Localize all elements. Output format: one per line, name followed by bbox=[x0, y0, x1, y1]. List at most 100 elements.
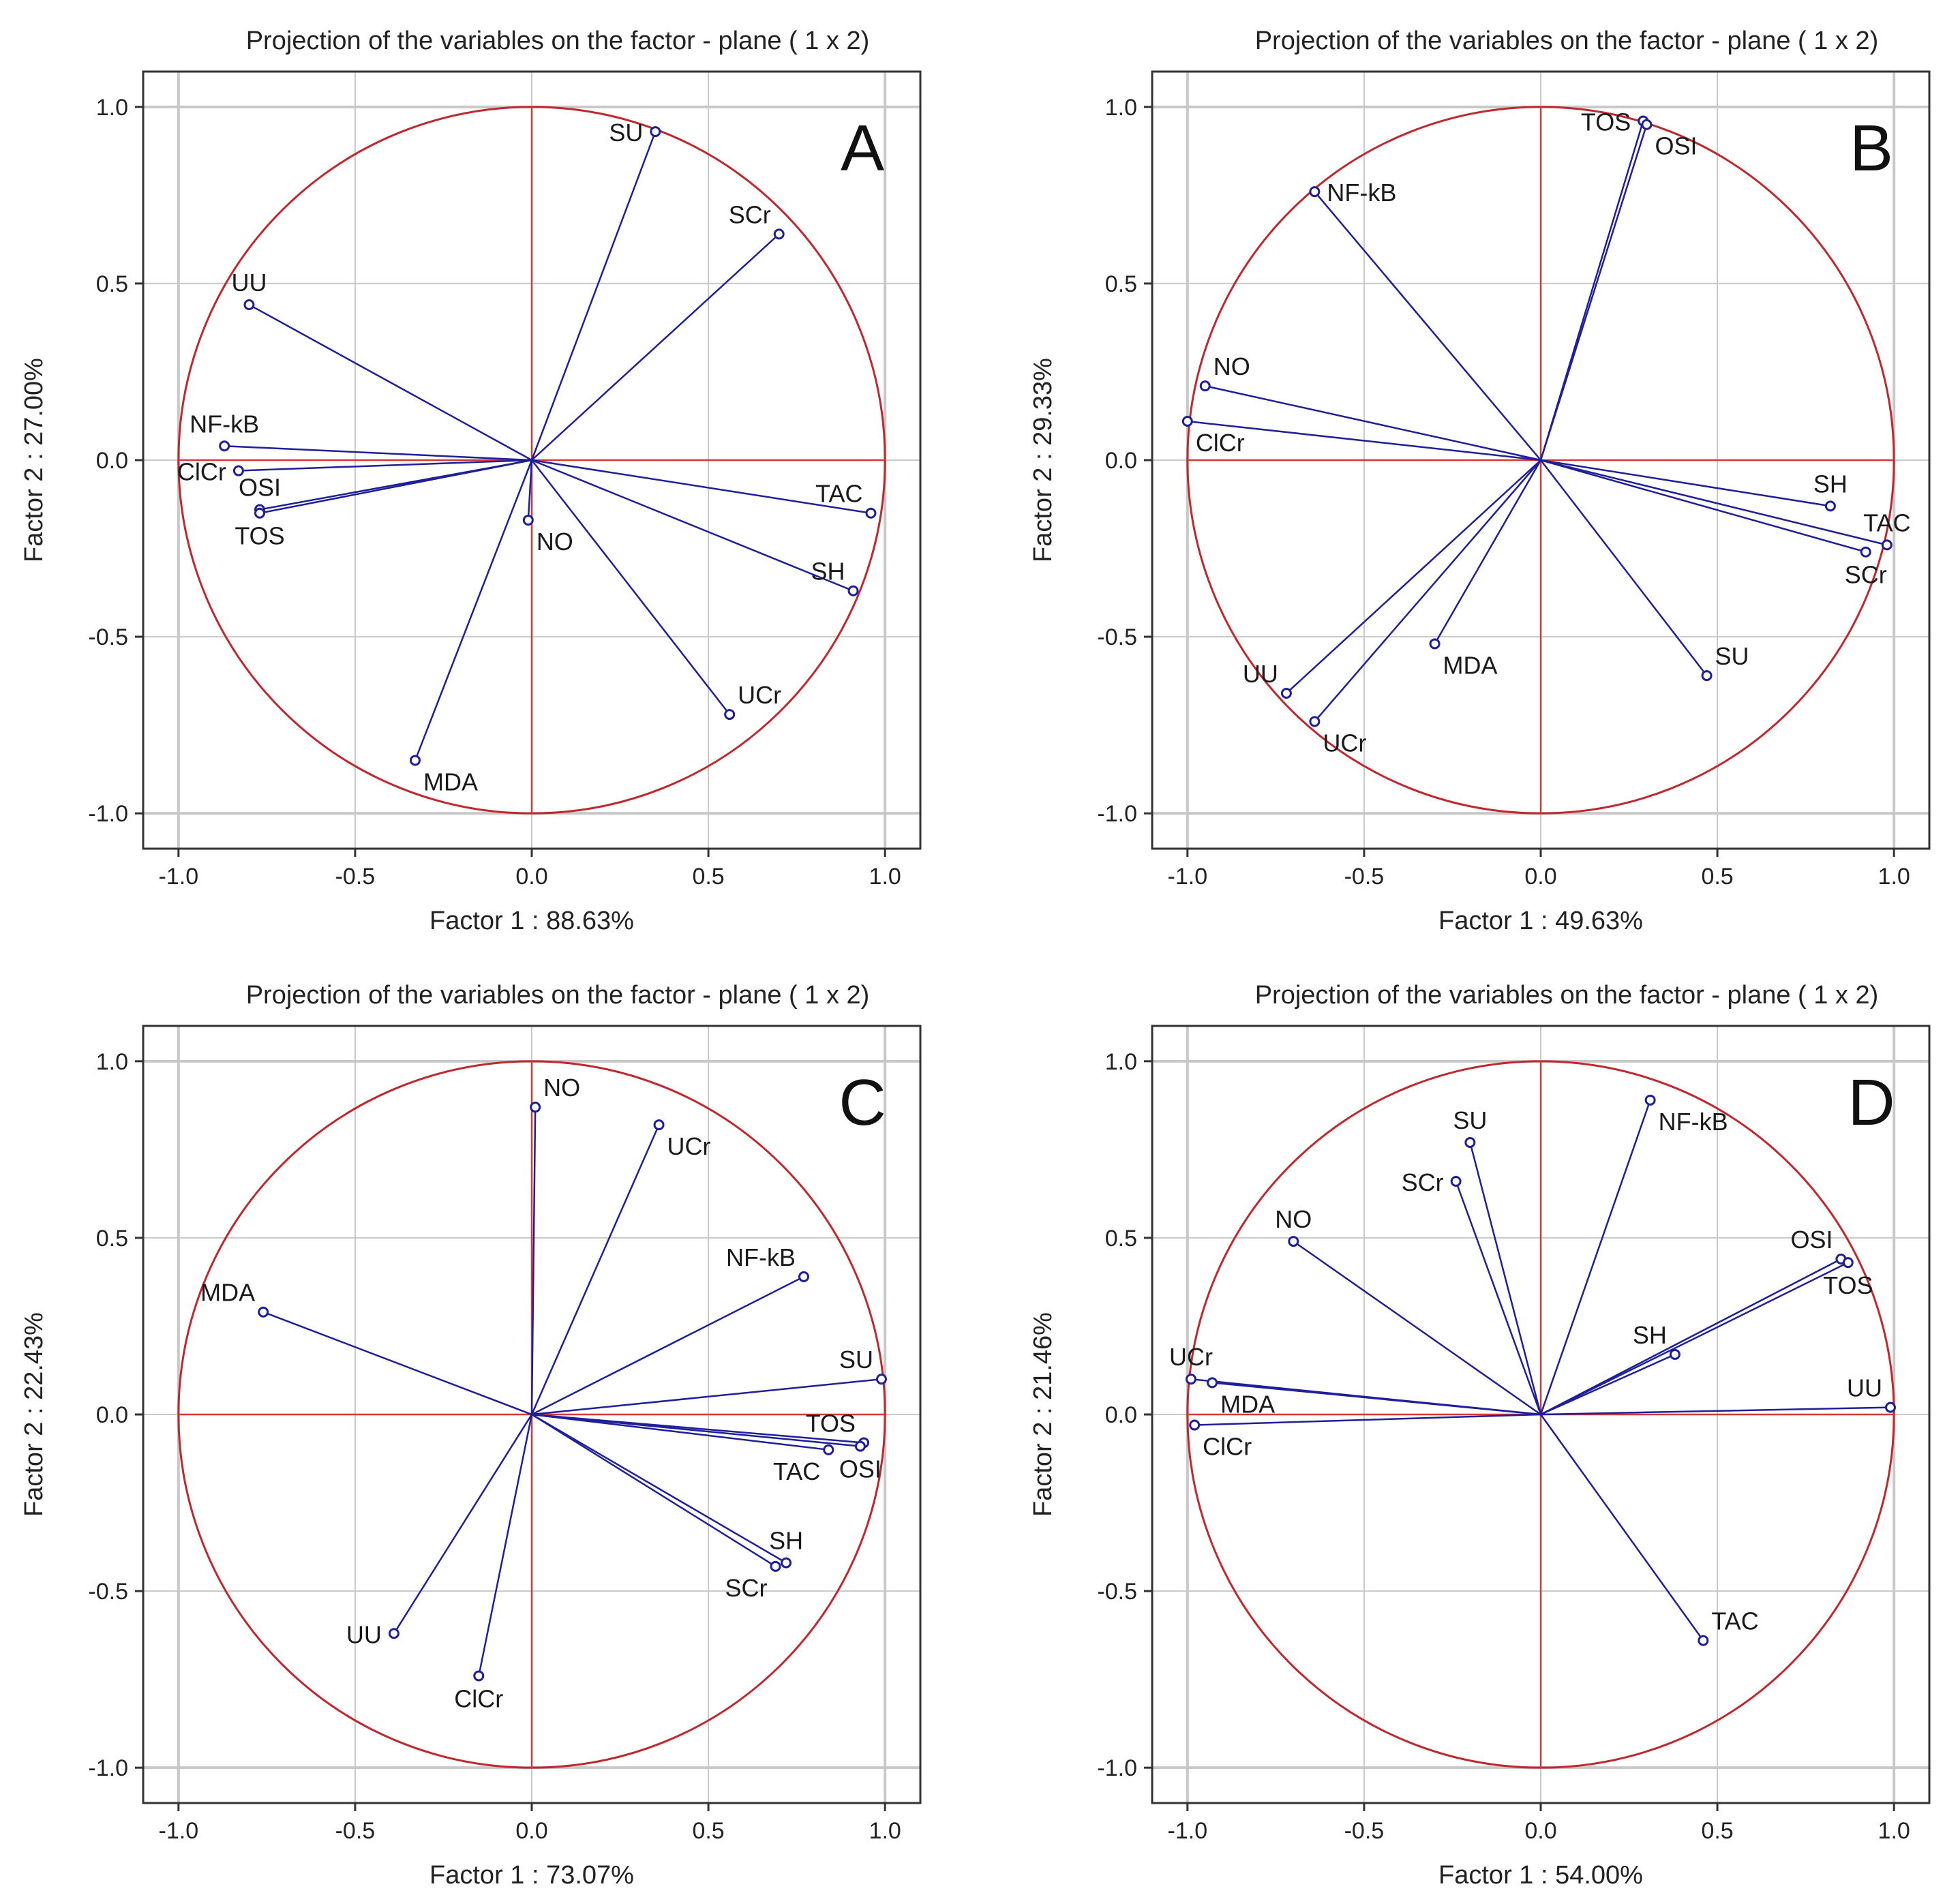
x-axis-label: Factor 1 : 49.63% bbox=[1438, 907, 1643, 935]
point-uu bbox=[243, 299, 255, 310]
point-label-nf-kb: NF-kB bbox=[1327, 179, 1396, 207]
point-osi bbox=[854, 1440, 866, 1452]
panel-letter: B bbox=[1850, 112, 1893, 185]
point-label-scr: SCr bbox=[1845, 561, 1887, 589]
vector-su bbox=[531, 1378, 882, 1416]
vector-mda bbox=[414, 459, 533, 761]
point-tos bbox=[1842, 1257, 1854, 1269]
panel-a: -1.0 -0.5 0.0 0.5 1.0 1.0 0.5 0.0 -0.5 -1.0 Projec… bbox=[20, 27, 922, 935]
y-tick-label: -1.0 bbox=[88, 1755, 128, 1781]
point-no bbox=[522, 515, 534, 526]
point-sh bbox=[781, 1557, 792, 1569]
x-tick-label: -1.0 bbox=[1168, 1818, 1208, 1844]
point-tac bbox=[1698, 1635, 1709, 1646]
point-label-uu: UU bbox=[231, 269, 267, 297]
point-label-uu: UU bbox=[1847, 1374, 1882, 1402]
point-uu bbox=[1280, 688, 1292, 699]
point-label-sh: SH bbox=[811, 558, 845, 586]
point-label-ucr: UCr bbox=[1169, 1343, 1213, 1371]
point-nf-kb bbox=[1644, 1094, 1656, 1106]
point-label-ucr: UCr bbox=[1323, 729, 1366, 757]
point-label-ucr: UCr bbox=[667, 1132, 711, 1160]
point-label-tac: TAC bbox=[1711, 1607, 1758, 1635]
point-label-tac: TAC bbox=[1863, 509, 1910, 536]
x-tick-label: 0.0 bbox=[515, 864, 547, 890]
point-label-nf-kb: NF-kB bbox=[726, 1243, 796, 1271]
point-no bbox=[1199, 380, 1211, 392]
vector-tac bbox=[1540, 459, 1888, 546]
point-label-tos: TOS bbox=[806, 1409, 856, 1437]
vector-tos bbox=[1540, 1262, 1849, 1416]
point-label-nf-kb: NF-kB bbox=[190, 410, 259, 438]
point-label-osi: OSI bbox=[839, 1455, 881, 1483]
point-ucr bbox=[1309, 716, 1321, 727]
vector-sh bbox=[1540, 1353, 1676, 1416]
point-label-scr: SCr bbox=[1402, 1168, 1444, 1196]
vector-tac bbox=[531, 1413, 829, 1451]
point-ucr bbox=[1186, 1374, 1196, 1385]
point-label-scr: SCr bbox=[725, 1574, 768, 1602]
vector-tac bbox=[531, 459, 871, 514]
x-tick-label: 0.0 bbox=[515, 1818, 547, 1844]
vector-scr bbox=[531, 233, 780, 461]
y-tick-label: -0.5 bbox=[88, 1579, 128, 1605]
vector-ucr bbox=[531, 459, 731, 715]
x-axis-label: Factor 1 : 54.00% bbox=[1438, 1861, 1643, 1890]
panel-letter: A bbox=[841, 112, 884, 185]
point-label-sh: SH bbox=[769, 1527, 803, 1555]
x-tick-label: -1.0 bbox=[159, 864, 199, 890]
point-nf-kb bbox=[1309, 186, 1321, 198]
point-sh bbox=[1669, 1348, 1680, 1360]
point-tos bbox=[254, 507, 265, 519]
vector-uu bbox=[393, 1414, 533, 1634]
vector-clcr bbox=[238, 459, 532, 472]
point-label-tac: TAC bbox=[773, 1457, 820, 1485]
x-tick-label: -0.5 bbox=[335, 864, 376, 890]
y-tick-label: 1.0 bbox=[1105, 95, 1137, 121]
x-axis-label: Factor 1 : 73.07% bbox=[429, 1861, 634, 1890]
point-label-ucr: UCr bbox=[738, 681, 781, 709]
point-label-osi: OSI bbox=[1790, 1226, 1833, 1254]
vector-sh bbox=[531, 1413, 787, 1564]
point-clcr bbox=[232, 465, 244, 476]
point-label-no: NO bbox=[543, 1074, 580, 1102]
vector-tac bbox=[1539, 1414, 1704, 1641]
y-tick-label: 1.0 bbox=[1105, 1049, 1137, 1075]
point-uu bbox=[1885, 1402, 1896, 1413]
point-label-osi: OSI bbox=[1655, 132, 1697, 160]
point-clcr bbox=[1189, 1419, 1201, 1431]
point-label-mda: MDA bbox=[1443, 651, 1498, 679]
panel-title: Projection of the variables on the facto… bbox=[1255, 27, 1879, 55]
y-tick-label: 0.5 bbox=[96, 1226, 128, 1252]
vector-osi bbox=[1540, 1258, 1842, 1416]
x-tick-label: 1.0 bbox=[869, 1818, 901, 1844]
vector-no bbox=[527, 459, 533, 521]
point-label-nf-kb: NF-kB bbox=[1659, 1108, 1728, 1136]
y-tick-label: 0.0 bbox=[96, 448, 128, 474]
vector-su bbox=[1469, 1142, 1542, 1415]
vector-no bbox=[530, 1107, 537, 1415]
point-label-uu: UU bbox=[1243, 660, 1278, 688]
point-osi bbox=[1641, 119, 1653, 130]
point-label-sh: SH bbox=[1813, 470, 1848, 498]
point-label-scr: SCr bbox=[729, 200, 771, 228]
point-label-clcr: ClCr bbox=[1203, 1433, 1252, 1461]
y-axis-label: Factor 2 : 22.43% bbox=[20, 1312, 48, 1517]
vector-sh bbox=[1540, 459, 1831, 507]
point-ucr bbox=[653, 1119, 665, 1131]
vector-osi bbox=[1539, 124, 1648, 461]
x-tick-label: -0.5 bbox=[1344, 864, 1385, 890]
point-label-mda: MDA bbox=[423, 768, 478, 796]
y-tick-label: -0.5 bbox=[88, 624, 128, 650]
panel-title: Projection of the variables on the facto… bbox=[246, 27, 870, 55]
point-label-su: SU bbox=[839, 1346, 873, 1374]
y-tick-label: -0.5 bbox=[1097, 624, 1137, 650]
panel-c: -1.0 -0.5 0.0 0.5 1.0 1.0 0.5 0.0 -0.5 -1.0 Projec… bbox=[20, 981, 922, 1890]
x-tick-label: -0.5 bbox=[1344, 1818, 1385, 1844]
point-su bbox=[876, 1374, 887, 1385]
y-axis-label: Factor 2 : 27.00% bbox=[20, 358, 48, 562]
y-tick-label: 0.5 bbox=[1105, 1226, 1137, 1252]
panel-letter: D bbox=[1848, 1066, 1895, 1139]
